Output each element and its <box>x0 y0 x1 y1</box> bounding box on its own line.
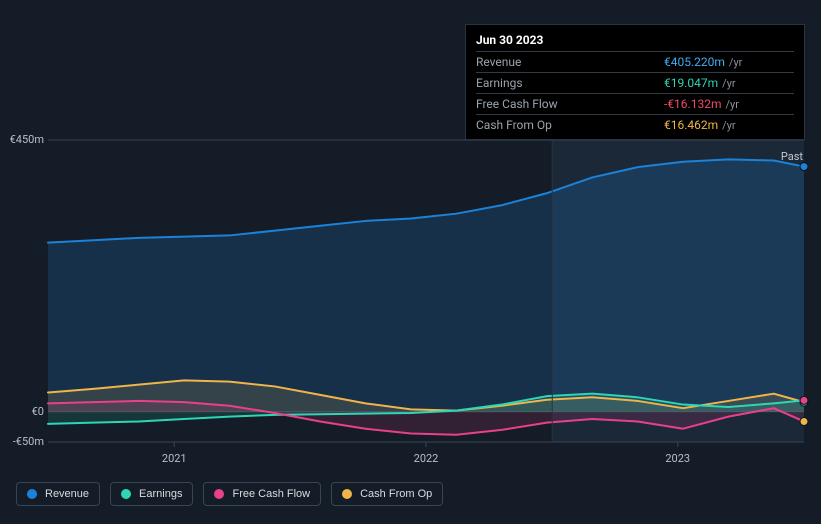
tooltip-row: Cash From Op €16.462m/yr <box>476 114 794 135</box>
legend-label: Revenue <box>45 488 89 500</box>
tooltip-metric-unit: /yr <box>725 98 738 111</box>
tooltip-row: Earnings €19.047m/yr <box>476 72 794 93</box>
legend-item-free-cash-flow[interactable]: Free Cash Flow <box>203 482 321 506</box>
tooltip-metric-unit: /yr <box>729 56 742 69</box>
legend-label: Cash From Op <box>360 488 432 500</box>
tooltip-metric-unit: /yr <box>722 119 735 132</box>
legend-swatch <box>27 489 37 499</box>
tooltip-row: Free Cash Flow -€16.132m/yr <box>476 93 794 114</box>
legend: Revenue Earnings Free Cash Flow Cash From O… <box>16 482 443 506</box>
legend-swatch <box>342 489 352 499</box>
tooltip-metric-label: Earnings <box>476 76 523 90</box>
tooltip-date: Jun 30 2023 <box>476 31 794 51</box>
tooltip-metric-label: Cash From Op <box>476 118 552 132</box>
tooltip-metric-unit: /yr <box>722 77 735 90</box>
legend-swatch <box>214 489 224 499</box>
x-axis-label: 2023 <box>665 452 690 465</box>
chart-container: Jun 30 2023 Revenue €405.220m/yr Earnings €… <box>0 0 821 524</box>
tooltip-metric-value: €16.462m <box>664 118 718 132</box>
tooltip-metric-value: €405.220m <box>664 55 725 69</box>
y-axis-label: €450m <box>0 133 46 146</box>
hover-tooltip: Jun 30 2023 Revenue €405.220m/yr Earnings €… <box>465 24 805 140</box>
tooltip-metric-label: Free Cash Flow <box>476 97 558 111</box>
legend-item-earnings[interactable]: Earnings <box>110 482 193 506</box>
legend-label: Free Cash Flow <box>232 488 310 500</box>
tooltip-row: Revenue €405.220m/yr <box>476 51 794 72</box>
legend-item-cash-from-op[interactable]: Cash From Op <box>331 482 443 506</box>
legend-item-revenue[interactable]: Revenue <box>16 482 100 506</box>
tooltip-metric-value: €19.047m <box>664 76 718 90</box>
legend-swatch <box>121 489 131 499</box>
x-axis-label: 2021 <box>162 452 187 465</box>
tooltip-metric-label: Revenue <box>476 55 521 69</box>
past-label: Past <box>781 150 803 163</box>
y-axis-label: -€50m <box>0 435 46 448</box>
legend-label: Earnings <box>139 488 182 500</box>
y-axis-label: €0 <box>0 405 46 418</box>
tooltip-metric-value: -€16.132m <box>664 97 721 111</box>
x-axis-label: 2022 <box>414 452 439 465</box>
